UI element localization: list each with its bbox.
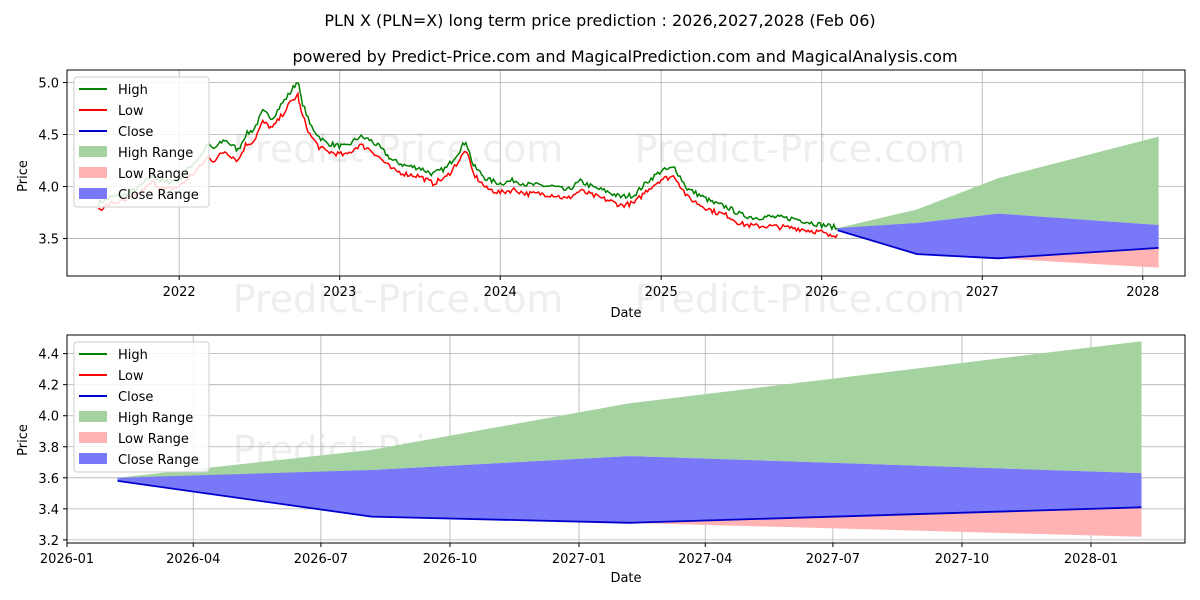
top-y-axis-label: Price: [16, 160, 31, 192]
legend-item-high: High: [118, 83, 148, 98]
close-range-area: [117, 456, 1142, 523]
bottom-range-fills: [117, 341, 1142, 537]
legend-item-low-range: Low Range: [118, 432, 189, 447]
bottom-y-axis-label: Price: [16, 424, 31, 456]
close-forecast-line: [117, 480, 1142, 524]
x-tick-label: 2027-07: [806, 552, 860, 567]
x-tick-label: 2026-10: [423, 552, 477, 567]
watermark: Predict-Price.com: [635, 277, 966, 321]
bottom-legend: High Low Close High Range Low Range Close Ran…: [73, 341, 210, 473]
y-tick-label: 4.5: [38, 129, 59, 144]
legend-item-high-range: High Range: [118, 411, 193, 426]
legend-box: [73, 76, 210, 208]
legend-item-high-range-swatch: [79, 146, 107, 157]
top-range-fills: [837, 136, 1159, 268]
y-tick-label: 5.0: [38, 76, 59, 91]
bottom-plot-frame: [66, 334, 1186, 544]
y-tick-label: 4.2: [38, 379, 59, 394]
close-forecast-line: [837, 229, 1159, 260]
legend-item-low-range: Low Range: [118, 167, 189, 182]
bottom-lines: [117, 480, 1142, 524]
x-tick-label: 2027: [966, 285, 999, 300]
high-price-line: [97, 82, 838, 232]
y-tick-label: 4.0: [38, 410, 59, 425]
high-range-area: [837, 136, 1159, 231]
y-tick-label: 3.6: [38, 472, 59, 487]
top-lines: [97, 82, 1159, 260]
bottom-x-axis-label: Date: [610, 571, 641, 586]
legend-item-low: Low: [118, 104, 144, 119]
watermark: Predict-Price.com: [233, 277, 564, 321]
x-tick-label: 2026: [805, 285, 838, 300]
legend-item-close: Close: [118, 125, 153, 140]
x-tick-label: 2026-04: [166, 552, 220, 567]
x-tick-label: 2024: [484, 285, 517, 300]
x-tick-label: 2023: [323, 285, 356, 300]
x-tick-label: 2022: [163, 285, 196, 300]
legend-item-close-range-swatch: [79, 453, 107, 464]
chart-title: PLN X (PLN=X) long term price prediction…: [324, 11, 875, 30]
top-plot-frame: [66, 69, 1186, 277]
x-tick-label: 2027-01: [552, 552, 606, 567]
y-tick-label: 4.4: [38, 348, 59, 363]
close-range-area: [837, 213, 1159, 259]
legend-item-high-range: High Range: [118, 146, 193, 161]
y-tick-label: 4.0: [38, 181, 59, 196]
legend-item-close-range: Close Range: [118, 188, 199, 203]
legend-item-high-range-swatch: [79, 411, 107, 422]
x-tick-label: 2026-07: [294, 552, 348, 567]
top-legend: High Low Close High Range Low Range Close Ran…: [73, 76, 210, 208]
x-tick-label: 2027-10: [935, 552, 989, 567]
legend-box: [73, 341, 210, 473]
legend-item-close: Close: [118, 390, 153, 405]
low-range-area: [117, 480, 1142, 537]
legend-item-close-range: Close Range: [118, 453, 199, 468]
top-axis-ticks: 2022 2023 2024 2025 2026 2027 2028 3.5 4.0 4.5 5.0: [38, 76, 1159, 300]
watermark: Predict-Price.com: [233, 127, 564, 171]
watermark: Predict-Price.com: [635, 127, 966, 171]
bottom-chart-panel: Predict-Price.com Predict-Price.com 2026…: [16, 334, 1186, 586]
chart-subtitle: powered by Predict-Price.com and Magical…: [292, 47, 957, 66]
low-range-area: [837, 230, 1159, 268]
y-tick-label: 3.2: [38, 534, 59, 549]
x-tick-label: 2026-01: [40, 552, 94, 567]
y-tick-label: 3.8: [38, 441, 59, 456]
y-tick-label: 3.5: [38, 233, 59, 248]
x-tick-label: 2027-04: [678, 552, 732, 567]
legend-item-low-range-swatch: [79, 167, 107, 178]
legend-item-high: High: [118, 348, 148, 363]
low-price-line: [98, 91, 839, 239]
top-chart-panel: Predict-Price.com Predict-Price.com Pred…: [16, 69, 1186, 321]
x-tick-label: 2028-01: [1064, 552, 1118, 567]
y-tick-label: 3.4: [38, 503, 59, 518]
x-tick-label: 2025: [645, 285, 678, 300]
legend-item-low-range-swatch: [79, 432, 107, 443]
x-tick-label: 2028: [1126, 285, 1159, 300]
legend-item-low: Low: [118, 369, 144, 384]
legend-item-close-range-swatch: [79, 188, 107, 199]
high-range-area: [117, 341, 1142, 481]
bottom-axis-ticks: 2026-01 2026-04 2026-07 2026-10 2027-01 2027-…: [38, 348, 1118, 567]
top-x-axis-label: Date: [610, 306, 641, 321]
